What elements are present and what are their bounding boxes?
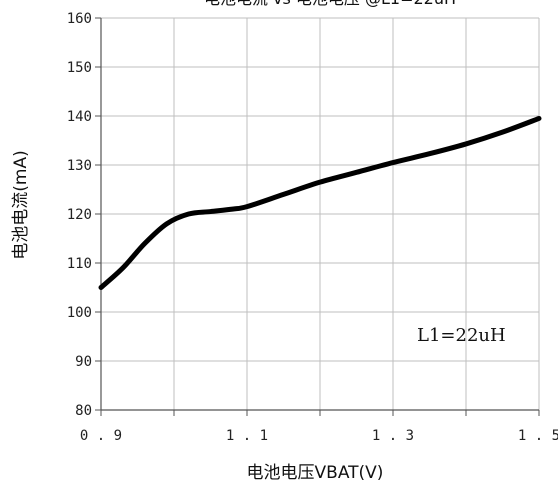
annotation-label: L1=22uH <box>417 325 506 346</box>
x-tick-label: 0 . 9 <box>80 428 122 444</box>
grid <box>100 17 540 411</box>
y-axis-label: 电池电流(mA) <box>11 150 31 259</box>
x-tick-labels: 0 . 9 1 . 1 1 . 3 1 . 5 <box>80 428 558 444</box>
y-tick-labels: 80 90 100 110 120 130 140 150 160 <box>67 11 92 419</box>
y-tick-label: 90 <box>75 354 92 370</box>
x-tick-label: 1 . 5 <box>518 428 558 444</box>
x-axis-label: 电池电压VBAT(V) <box>247 463 384 483</box>
y-tick-label: 80 <box>75 403 92 419</box>
y-tick-label: 120 <box>67 207 92 223</box>
series-line <box>98 115 542 290</box>
y-tick-label: 150 <box>67 60 92 76</box>
y-tick-label: 160 <box>67 11 92 27</box>
y-tick-label: 130 <box>67 158 92 174</box>
x-tick-label: 1 . 3 <box>372 428 414 444</box>
series-group <box>98 115 542 290</box>
y-tick-label: 140 <box>67 109 92 125</box>
axes <box>95 17 540 416</box>
y-tick-label: 100 <box>67 305 92 321</box>
chart-title: 电池电流 vs 电池电压 @L1=22uH <box>204 0 456 8</box>
y-tick-label: 110 <box>67 256 92 272</box>
x-tick-label: 1 . 1 <box>226 428 268 444</box>
